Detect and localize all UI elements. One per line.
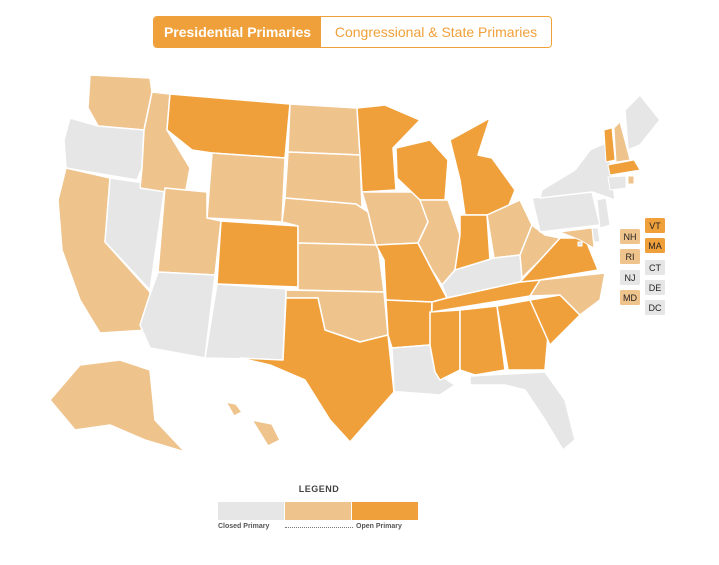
small-state-box-md[interactable]	[620, 290, 640, 305]
state-tx[interactable]	[239, 297, 395, 443]
state-mi[interactable]	[449, 117, 516, 216]
state-wy[interactable]	[206, 152, 286, 223]
state-nj[interactable]	[596, 197, 611, 229]
state-ct[interactable]	[607, 175, 627, 191]
state-md[interactable]	[559, 227, 595, 249]
small-state-box-de[interactable]	[645, 280, 665, 295]
small-state-box-dc[interactable]	[645, 300, 665, 315]
tab-presidential-primaries[interactable]: Presidential Primaries	[154, 17, 321, 47]
small-state-label-de: DE	[649, 283, 662, 293]
state-ga[interactable]	[496, 299, 549, 371]
state-or[interactable]	[63, 117, 145, 181]
legend-dotted-line	[285, 527, 353, 528]
legend-swatch-partial	[285, 502, 351, 520]
state-de[interactable]	[591, 227, 601, 243]
state-wv[interactable]	[519, 224, 561, 279]
state-nm[interactable]	[204, 283, 287, 361]
state-co[interactable]	[216, 220, 299, 288]
state-ak[interactable]	[49, 359, 186, 453]
state-mn[interactable]	[356, 104, 421, 193]
state-al[interactable]	[459, 305, 506, 376]
state-nh[interactable]	[613, 121, 631, 163]
small-state-label-dc: DC	[649, 303, 662, 313]
state-nd[interactable]	[287, 103, 361, 156]
state-ks[interactable]	[297, 242, 385, 293]
small-state-label-ri: RI	[626, 252, 635, 262]
state-ny[interactable]	[539, 141, 616, 201]
small-state-label-nh: NH	[624, 232, 637, 242]
state-hi[interactable]	[225, 401, 281, 447]
legend-title: LEGEND	[298, 484, 340, 494]
tab-congressional-state-primaries[interactable]: Congressional & State Primaries	[321, 17, 551, 47]
state-me[interactable]	[624, 94, 661, 151]
state-az[interactable]	[139, 271, 216, 359]
state-dc[interactable]	[577, 241, 583, 247]
legend-swatch-closed	[218, 502, 284, 520]
small-state-box-ri[interactable]	[620, 249, 640, 264]
small-state-box-ct[interactable]	[645, 260, 665, 275]
state-ms[interactable]	[429, 309, 461, 381]
legend: LEGEND Closed Primary Open Primary	[214, 484, 424, 544]
small-state-label-nj: NJ	[625, 273, 636, 283]
state-wa[interactable]	[87, 74, 153, 131]
state-ri[interactable]	[627, 175, 635, 185]
legend-label-closed: Closed Primary	[218, 523, 270, 530]
small-state-label-md: MD	[623, 293, 637, 303]
legend-label-open: Open Primary	[356, 523, 402, 530]
small-state-label-vt: VT	[649, 221, 661, 231]
legend-swatch-open	[352, 502, 418, 520]
small-state-label-ma: MA	[648, 241, 662, 251]
small-state-box-ma[interactable]	[645, 238, 665, 253]
state-wi[interactable]	[395, 139, 449, 201]
state-mt[interactable]	[166, 93, 291, 159]
small-state-label-ct: CT	[649, 263, 661, 273]
small-state-box-nh[interactable]	[620, 229, 640, 244]
state-fl[interactable]	[469, 371, 576, 451]
primary-type-tabs: Presidential Primaries Congressional & S…	[153, 16, 552, 48]
state-vt[interactable]	[603, 127, 616, 163]
small-state-box-nj[interactable]	[620, 270, 640, 285]
state-ar[interactable]	[385, 299, 433, 349]
state-ma[interactable]	[607, 159, 641, 176]
small-state-box-vt[interactable]	[645, 218, 665, 233]
